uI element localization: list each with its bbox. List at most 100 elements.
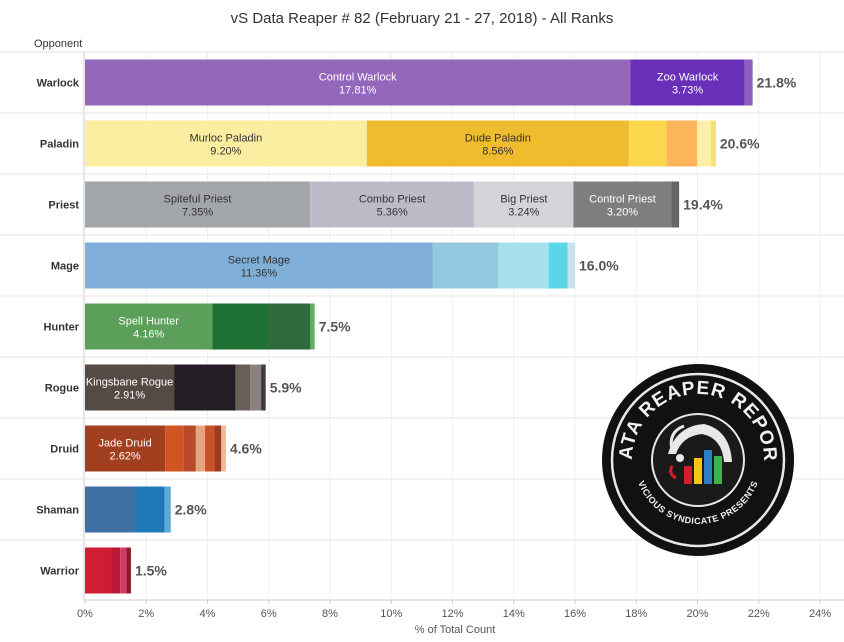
bar-segment [573, 181, 672, 228]
bar-segment [250, 364, 262, 411]
segment-value-label: 9.20% [210, 146, 241, 158]
reaper-figure-icon [668, 424, 732, 480]
segment-value-label: 5.36% [377, 207, 408, 219]
bar-segment [85, 364, 175, 411]
segment-value-label: 8.56% [482, 146, 513, 158]
row-total-label: 2.8% [175, 502, 207, 518]
bar-segment [120, 547, 127, 594]
bar-segment [85, 425, 166, 472]
bar-segment [85, 242, 433, 289]
row-label: Hunter [44, 322, 80, 334]
x-tick-label: 20% [686, 608, 708, 620]
row-total-label: 20.6% [720, 136, 760, 152]
bar-segment [214, 425, 222, 472]
row-total-label: 5.9% [270, 380, 302, 396]
x-tick-label: 0% [77, 608, 93, 620]
bar-segment [630, 59, 745, 106]
segment-value-label: 17.81% [339, 85, 377, 97]
bar-segment [498, 242, 549, 289]
row-total-label: 16.0% [579, 258, 619, 274]
bar-segment [366, 120, 629, 167]
bar-segment [85, 120, 367, 167]
bar-segment [85, 486, 136, 533]
row-label: Warlock [37, 78, 80, 90]
segment-name-label: Dude Paladin [465, 133, 531, 145]
x-tick-label: 24% [809, 608, 831, 620]
bar-segment [85, 181, 311, 228]
bar-segment [744, 59, 753, 106]
segment-value-label: 2.91% [114, 390, 145, 402]
bar-segment [710, 120, 716, 167]
bar-segment [126, 547, 131, 594]
row-total-label: 7.5% [319, 319, 351, 335]
segment-value-label: 7.35% [182, 207, 213, 219]
segment-name-label: Combo Priest [359, 194, 426, 206]
bar-segment [85, 547, 112, 594]
bar-segment [165, 425, 184, 472]
segment-name-label: Big Priest [500, 194, 547, 206]
segment-name-label: Secret Mage [228, 255, 290, 267]
segment-value-label: 3.24% [508, 207, 539, 219]
row-label: Mage [51, 261, 79, 273]
x-tick-label: 4% [200, 608, 216, 620]
segment-name-label: Spell Hunter [118, 316, 179, 328]
chart-title: vS Data Reaper # 82 (February 21 - 27, 2… [231, 10, 614, 27]
row-total-label: 4.6% [230, 441, 262, 457]
bar-segment [85, 59, 631, 106]
x-tick-label: 14% [503, 608, 525, 620]
segment-name-label: Spiteful Priest [164, 194, 232, 206]
x-tick-label: 12% [441, 608, 463, 620]
bar-segment [697, 120, 711, 167]
logo-white-ring [610, 372, 786, 548]
x-axis-title: % of Total Count [415, 624, 496, 636]
segment-name-label: Jade Druid [99, 438, 152, 450]
bar-segment [671, 181, 680, 228]
segment-name-label: Control Warlock [319, 72, 397, 84]
bar-segment [628, 120, 667, 167]
bar-segment [195, 425, 206, 472]
x-tick-label: 8% [322, 608, 338, 620]
segment-name-label: Zoo Warlock [657, 72, 719, 84]
x-tick-label: 18% [625, 608, 647, 620]
row-total-label: 21.8% [757, 75, 797, 91]
bar-segment [164, 486, 171, 533]
segment-name-label: Control Priest [589, 194, 656, 206]
segment-value-label: 3.73% [672, 85, 703, 97]
bar-segment [567, 242, 575, 289]
x-tick-label: 10% [380, 608, 402, 620]
segment-name-label: Murloc Paladin [189, 133, 262, 145]
row-label: Shaman [36, 505, 79, 517]
bar-segment [666, 120, 698, 167]
bar-row-shaman: Shaman 2.8% [0, 478, 844, 533]
x-tick-label: 6% [261, 608, 277, 620]
bar-row-warrior: Warrior 1.5% [0, 539, 844, 594]
bar-segment [548, 242, 568, 289]
row-label: Warrior [40, 566, 79, 578]
segment-value-label: 11.36% [241, 268, 278, 280]
bar-segment [85, 303, 213, 350]
row-label: Rogue [45, 383, 79, 395]
x-axis-ticks: 0% 2% 4% 6% 8% 10% 12% 14% 16% 18% 20% 22% 24% [77, 600, 831, 620]
segment-value-label: 3.20% [607, 207, 638, 219]
bar-segment [261, 364, 266, 411]
bar-segment [432, 242, 499, 289]
bar-segment [111, 547, 121, 594]
bar-segment [310, 303, 315, 350]
bar-segment [310, 181, 475, 228]
data-reaper-report-logo: DATA REAPER REPORT VICIOUS SYNDICATE PRE… [602, 364, 794, 556]
bar-chart-icon [684, 450, 722, 484]
segment-value-label: 4.16% [133, 329, 164, 341]
x-tick-label: 22% [748, 608, 770, 620]
bar-segment [212, 303, 268, 350]
bar-segment [183, 425, 196, 472]
x-tick-label: 2% [138, 608, 154, 620]
x-tick-label: 16% [564, 608, 586, 620]
row-label: Paladin [40, 139, 79, 151]
